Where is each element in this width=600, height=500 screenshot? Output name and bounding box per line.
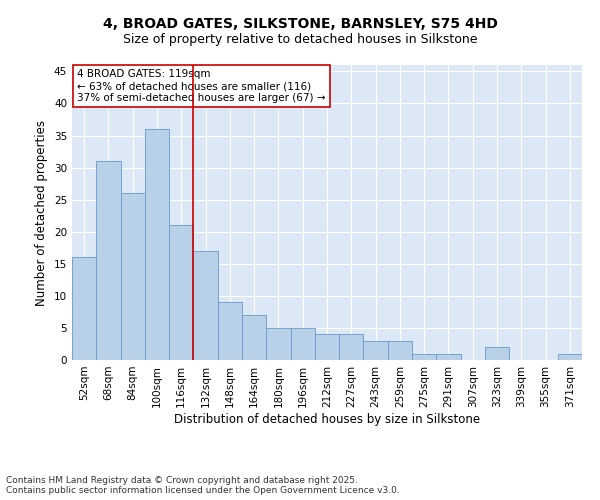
Bar [96,161,121,360]
Text: 4 BROAD GATES: 119sqm
← 63% of detached houses are smaller (116)
37% of semi-det: 4 BROAD GATES: 119sqm ← 63% of detached … [77,70,326,102]
Y-axis label: Number of detached properties: Number of detached properties [35,120,49,306]
Bar [193,251,218,360]
Bar [412,354,436,360]
Text: Contains HM Land Registry data © Crown copyright and database right 2025.
Contai: Contains HM Land Registry data © Crown c… [6,476,400,495]
Bar [290,328,315,360]
Bar [266,328,290,360]
Bar [558,354,582,360]
Bar [72,258,96,360]
Bar [121,194,145,360]
Bar [436,354,461,360]
Bar [315,334,339,360]
Bar [242,315,266,360]
Bar [218,302,242,360]
Bar [364,341,388,360]
Bar [339,334,364,360]
Text: Size of property relative to detached houses in Silkstone: Size of property relative to detached ho… [123,32,477,46]
Bar [388,341,412,360]
Bar [485,347,509,360]
Bar [169,226,193,360]
X-axis label: Distribution of detached houses by size in Silkstone: Distribution of detached houses by size … [174,412,480,426]
Text: 4, BROAD GATES, SILKSTONE, BARNSLEY, S75 4HD: 4, BROAD GATES, SILKSTONE, BARNSLEY, S75… [103,18,497,32]
Bar [145,129,169,360]
